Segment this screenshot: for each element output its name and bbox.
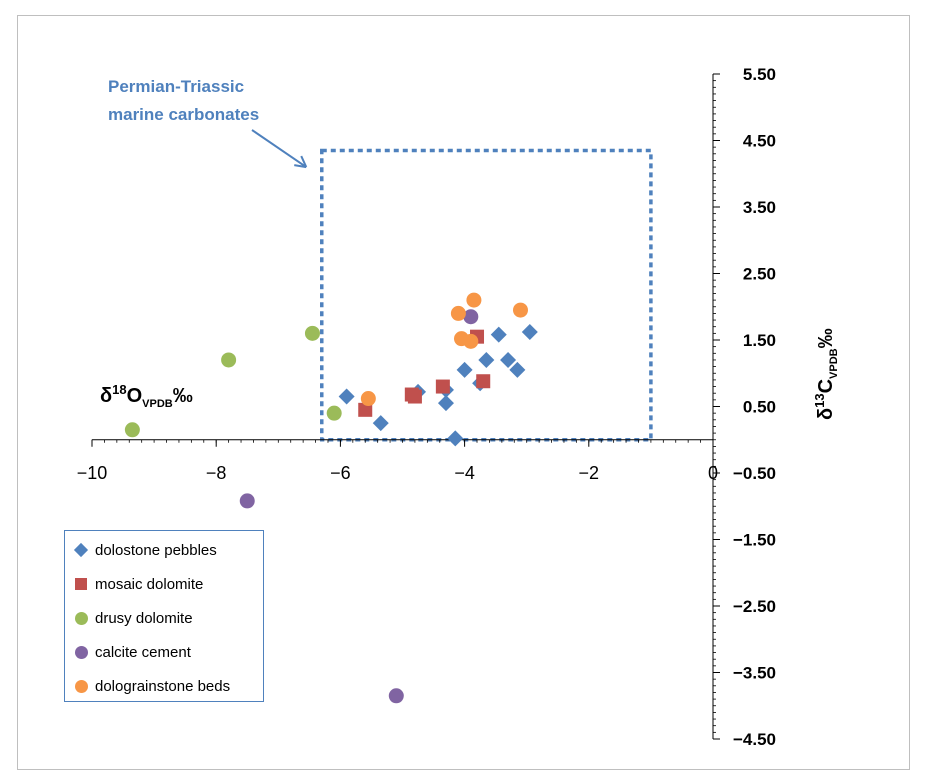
y-tick-label: 2.50	[743, 265, 776, 284]
axis-titles: δ18OVPDB‰ δ13CVPDB‰	[100, 328, 840, 420]
y-tick-label: −2.50	[733, 597, 776, 616]
mosaic-dolomite-point	[476, 374, 491, 389]
legend-item-dolograinstone-beds: dolograinstone beds	[71, 676, 230, 696]
drusy-dolomite-point	[326, 405, 342, 421]
data-points	[124, 292, 538, 704]
legend-label: calcite cement	[95, 643, 191, 661]
dolograinstone-beds-point	[463, 333, 479, 349]
x-axis-title: δ18OVPDB‰	[100, 382, 193, 410]
y-tick-label: −4.50	[733, 730, 776, 749]
legend-label: drusy dolomite	[95, 609, 193, 627]
dolograinstone-beds-point	[512, 302, 528, 318]
dolostone-pebbles-point	[521, 324, 538, 341]
legend-item-drusy-dolomite: drusy dolomite	[71, 608, 193, 628]
dolostone-pebbles-point	[447, 430, 464, 447]
mosaic-dolomite-point	[435, 379, 450, 394]
x-tick-label: −2	[579, 463, 600, 483]
calcite-cement-point	[239, 493, 255, 509]
dolograinstone-beds-point	[466, 292, 482, 308]
legend-item-calcite-cement: calcite cement	[71, 642, 191, 662]
y-tick-label: −0.50	[733, 464, 776, 483]
y-tick-label: 5.50	[743, 65, 776, 84]
dolograinstone-beds-point	[360, 391, 376, 407]
legend-label: dolostone pebbles	[95, 541, 217, 559]
dolostone-pebbles-point	[338, 388, 355, 405]
y-tick-label: 4.50	[743, 132, 776, 151]
drusy-dolomite-point	[124, 422, 140, 438]
legend-marker-circle	[71, 611, 91, 625]
dolostone-pebbles-point	[478, 351, 495, 368]
y-tick-label: −3.50	[733, 664, 776, 683]
dolostone-pebbles-point	[500, 351, 517, 368]
dolostone-pebbles-point	[456, 361, 473, 378]
y-tick-label: 0.50	[743, 398, 776, 417]
drusy-dolomite-point	[304, 325, 320, 341]
dolostone-pebbles-point	[509, 361, 526, 378]
y-tick-label: −1.50	[733, 531, 776, 550]
legend-item-dolostone-pebbles: dolostone pebbles	[71, 540, 217, 560]
legend-label: dolograinstone beds	[95, 677, 231, 695]
mosaic-dolomite-point	[358, 402, 373, 417]
legend-label: mosaic dolomite	[95, 575, 204, 593]
annotation-label-line-1: Permian-Triassic	[108, 77, 244, 96]
drusy-dolomite-point	[221, 352, 237, 368]
annotation-arrow	[251, 129, 308, 169]
y-axis-title: δ13CVPDB‰	[812, 328, 840, 420]
ticks-layer: 5.50 4.50 3.50 2.50 1.50 0.50 −0.50 −1.50 −2.50 −…	[77, 65, 776, 749]
legend-item-mosaic-dolomite: mosaic dolomite	[71, 574, 203, 594]
dolograinstone-beds-point	[450, 305, 466, 321]
annotation-label-line-2: marine carbonates	[108, 105, 259, 124]
legend-marker-circle	[71, 679, 91, 693]
legend-marker-square	[71, 577, 91, 591]
dolostone-pebbles-point	[372, 415, 389, 432]
legend-marker-diamond	[71, 542, 91, 558]
x-tick-label: −4	[454, 463, 475, 483]
x-tick-label: 0	[708, 463, 718, 483]
mosaic-dolomite-point	[407, 389, 422, 404]
permian-triassic-box	[320, 148, 653, 442]
dolostone-pebbles-point	[437, 395, 454, 412]
chart-frame	[17, 15, 910, 770]
dolostone-pebbles-point	[490, 326, 507, 343]
calcite-cement-point	[388, 688, 404, 704]
x-tick-label: −10	[77, 463, 108, 483]
x-tick-label: −6	[330, 463, 351, 483]
y-tick-label: 1.50	[743, 331, 776, 350]
legend-marker-circle	[71, 645, 91, 659]
legend: dolostone pebbles mosaic dolomite drusy do…	[64, 530, 264, 702]
y-tick-label: 3.50	[743, 198, 776, 217]
annotation-layer: Permian-Triassic marine carbonates	[108, 77, 653, 442]
calcite-cement-point	[463, 309, 479, 325]
x-tick-label: −8	[206, 463, 227, 483]
